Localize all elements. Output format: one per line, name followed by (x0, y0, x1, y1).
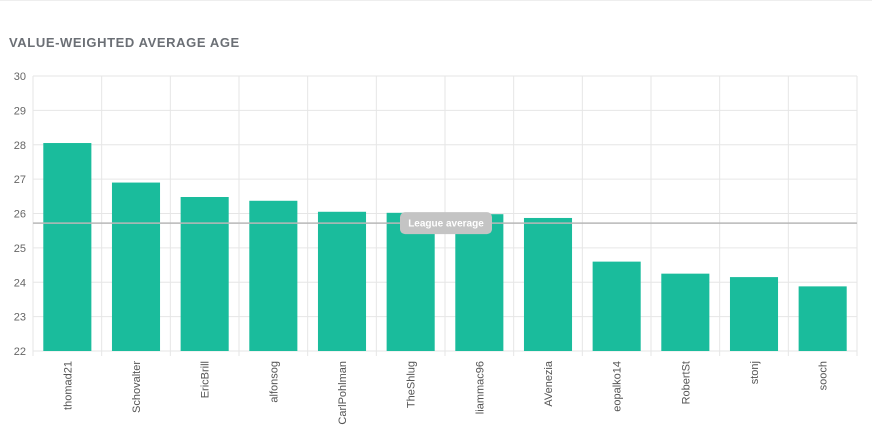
y-tick-label: 25 (14, 243, 26, 255)
x-tick-label: eopalko14 (612, 361, 624, 412)
y-tick-label: 22 (14, 346, 26, 358)
bar (249, 200, 298, 351)
chart-title: VALUE-WEIGHTED AVERAGE AGE (9, 35, 240, 50)
x-tick-label: sooch (818, 361, 830, 390)
y-tick-label: 27 (14, 174, 26, 186)
y-tick-label: 23 (14, 312, 26, 324)
x-tick-label: alfonsog (268, 361, 280, 403)
bar (43, 143, 92, 351)
league-average-line: League average (33, 212, 857, 235)
x-tick-label: liammac96 (474, 361, 486, 414)
x-tick-label: stonj (749, 361, 761, 384)
x-tick-label: TheShlug (406, 361, 418, 408)
bar (317, 211, 367, 351)
bar (798, 286, 847, 351)
bar (729, 277, 779, 351)
y-tick-label: 24 (14, 277, 26, 289)
y-tick-label: 26 (14, 209, 26, 221)
bar (180, 197, 229, 351)
x-axis-ticks: thomad21 Schovalter EricBrill alfonsog CarlP… (62, 360, 829, 424)
y-tick-label: 28 (14, 140, 26, 152)
y-tick-label: 30 (14, 71, 26, 83)
x-tick-label: CarlPohlman (337, 361, 349, 425)
bars (43, 143, 847, 351)
x-tick-label: thomad21 (62, 361, 74, 410)
x-tick-label: Schovalter (131, 361, 143, 413)
y-axis-ticks: 22 23 24 25 26 27 28 29 30 (14, 71, 26, 358)
bar (455, 214, 504, 351)
y-tick-label: 29 (14, 105, 26, 117)
bar (592, 261, 641, 351)
bar (523, 217, 573, 351)
reference-label-box (400, 212, 492, 235)
reference-label: League average (408, 219, 484, 230)
bar (386, 212, 435, 351)
grid (32, 75, 858, 356)
x-tick-label: AVenezia (543, 360, 555, 407)
x-tick-label: RobertSt (680, 361, 692, 404)
x-tick-label: EricBrill (200, 361, 212, 398)
bar (661, 273, 710, 351)
bar (111, 182, 161, 351)
